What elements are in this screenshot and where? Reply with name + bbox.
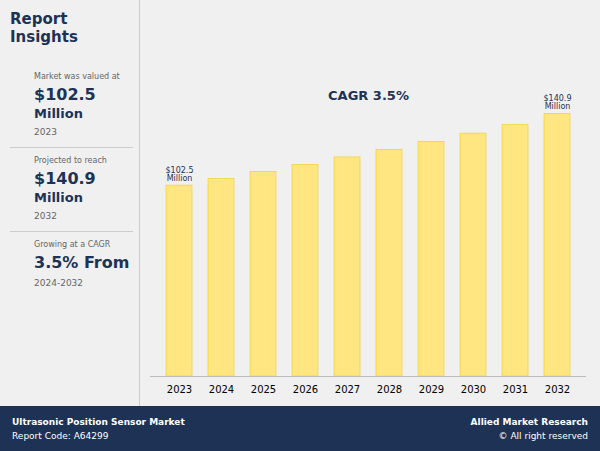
svg-text:2025: 2025 bbox=[251, 384, 276, 395]
html-text:Allied Market Research: Allied Market Research bbox=[470, 416, 588, 427]
svg-text:2026: 2026 bbox=[293, 384, 318, 395]
html-text:$140.9: $140.9 bbox=[34, 169, 96, 188]
svg-text:2023: 2023 bbox=[167, 384, 192, 395]
html-text:3.5% From: 3.5% From bbox=[34, 253, 130, 272]
html-text:2023: 2023 bbox=[34, 127, 57, 137]
svg-text:2028: 2028 bbox=[377, 384, 402, 395]
svg-text:2029: 2029 bbox=[419, 384, 444, 395]
svg-text:$140.9Million: $140.9Million bbox=[544, 94, 572, 111]
html-text:Ultrasonic Position Sensor Mar: Ultrasonic Position Sensor Market bbox=[12, 416, 185, 427]
html-text:© All right reserved: © All right reserved bbox=[498, 430, 588, 441]
html-text:2032: 2032 bbox=[34, 211, 57, 221]
svg-text:CAGR 3.5%: CAGR 3.5% bbox=[328, 88, 409, 103]
html-text:Growing at a CAGR: Growing at a CAGR bbox=[34, 240, 111, 249]
html-text:Report Code: A64299: Report Code: A64299 bbox=[12, 430, 109, 441]
html-text:2024-2032: 2024-2032 bbox=[34, 278, 84, 288]
svg-text:2024: 2024 bbox=[209, 384, 234, 395]
svg-text:2027: 2027 bbox=[335, 384, 360, 395]
html-text:Million: Million bbox=[34, 190, 83, 205]
html-text:Million: Million bbox=[34, 106, 83, 121]
svg-text:2030: 2030 bbox=[461, 384, 486, 395]
html-text:Projected to reach: Projected to reach bbox=[34, 156, 107, 165]
svg-text:2031: 2031 bbox=[503, 384, 528, 395]
html-text:Report Insights: Report Insights bbox=[10, 10, 78, 46]
html-text:Market was valued at: Market was valued at bbox=[34, 72, 120, 81]
svg-text:$102.5Million: $102.5Million bbox=[166, 166, 194, 183]
html-text:$102.5: $102.5 bbox=[34, 85, 96, 104]
svg-text:2032: 2032 bbox=[545, 384, 570, 395]
